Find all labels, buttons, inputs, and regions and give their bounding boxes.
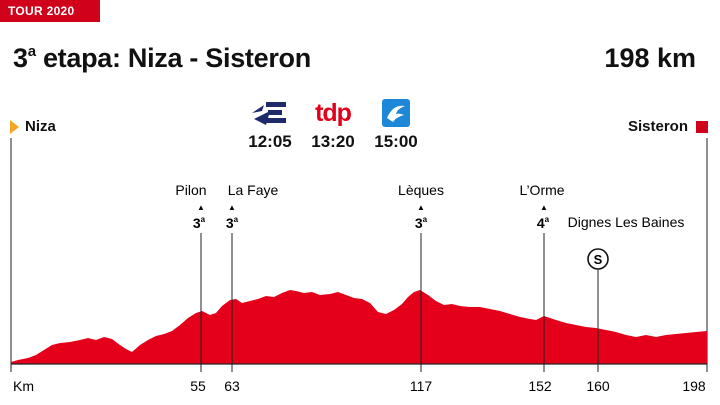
stage-distance: 198 km — [604, 43, 696, 73]
broadcast-eurosport: 12:05 — [240, 98, 300, 152]
stage-route: etapa: Niza - Sisteron — [35, 43, 311, 73]
climb-category: 3a — [415, 215, 428, 231]
climb-up-icon: ▲ — [417, 203, 425, 212]
climb-category: 3a — [226, 215, 239, 231]
stage-number-ordinal: a — [27, 43, 36, 60]
broadcast-time: 12:05 — [248, 132, 292, 151]
sprint-symbol: S — [594, 252, 603, 267]
start-arrow-icon — [10, 119, 19, 134]
sprint-icon — [587, 248, 609, 270]
sprint-marker: Dignes Les Baines S — [568, 214, 685, 372]
axis-tick: 55 — [190, 378, 206, 394]
axis-tick: 117 — [410, 378, 433, 394]
climb-marker-pilon: Pilon ▲ 3a — [175, 182, 207, 372]
broadcast-tdp: tdp 13:20 — [303, 98, 363, 152]
bird-logo-icon — [366, 98, 426, 128]
tdp-logo-text: tdp — [315, 99, 352, 127]
start-location: Niza — [10, 118, 56, 135]
climb-name: Lèques — [398, 182, 444, 198]
tour-tag: TOUR 2020 — [0, 0, 100, 22]
stage-number: 3 — [13, 43, 28, 73]
climb-name: Pilon — [175, 182, 206, 198]
finish-location: Sisteron — [628, 118, 708, 135]
climb-category: 4a — [537, 215, 550, 231]
broadcast-third: 15:00 — [366, 98, 426, 152]
finish-flag-icon — [696, 120, 708, 133]
climb-up-icon: ▲ — [540, 203, 548, 212]
climb-name: La Faye — [228, 182, 279, 198]
axis-tick: 152 — [528, 378, 552, 394]
stage-title: 3a etapa: Niza - Sisteron — [13, 43, 311, 74]
broadcast-time: 13:20 — [311, 132, 355, 151]
climb-name: L’Orme — [519, 182, 564, 198]
climb-up-icon: ▲ — [197, 203, 205, 212]
axis-tick: 198 — [682, 378, 706, 394]
tdp-icon: tdp — [303, 98, 363, 128]
eurosport-icon — [240, 98, 300, 128]
climb-marker-la-faye: La Faye ▲ 3a — [226, 182, 279, 372]
start-label: Niza — [25, 118, 56, 135]
climb-marker-lorme: L’Orme ▲ 4a — [519, 182, 565, 372]
climb-marker-leques: Lèques ▲ 3a — [398, 182, 444, 372]
sprint-name: Dignes Les Baines — [568, 214, 685, 230]
broadcast-time: 15:00 — [374, 132, 418, 151]
climb-category: 3a — [193, 215, 206, 231]
elevation-profile — [11, 290, 707, 364]
axis-tick: 63 — [224, 378, 240, 394]
axis-tick: 160 — [586, 378, 610, 394]
climb-up-icon: ▲ — [228, 203, 236, 212]
finish-label: Sisteron — [627, 118, 688, 135]
axis-unit-label: Km — [13, 378, 34, 394]
